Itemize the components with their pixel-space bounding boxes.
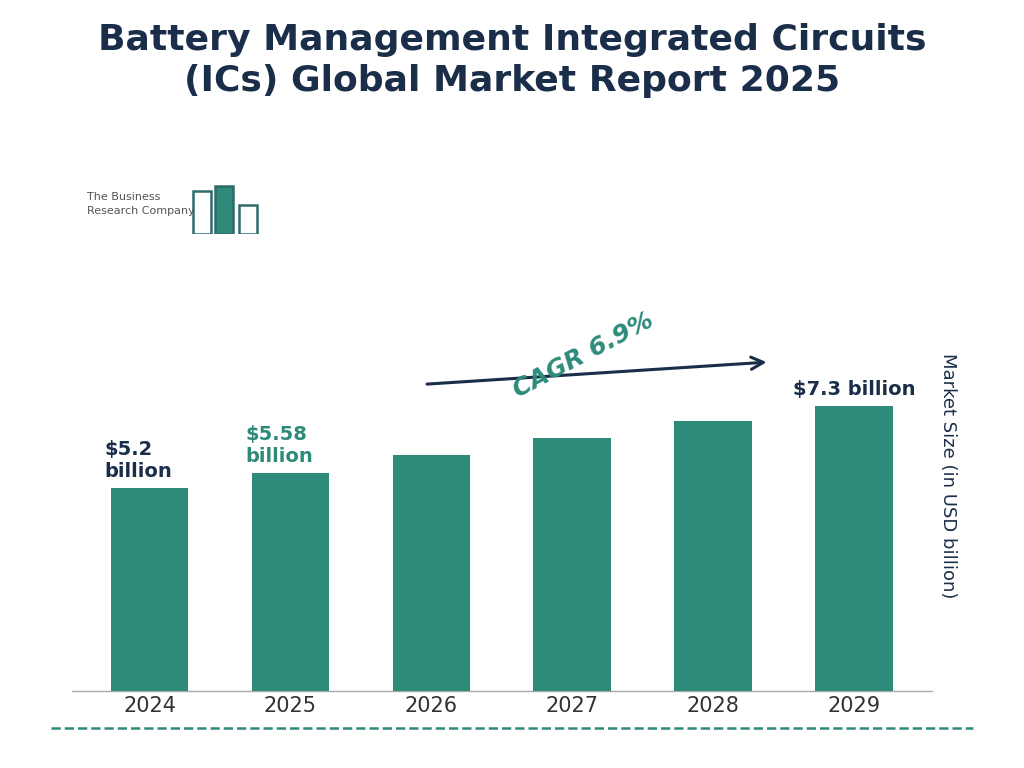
Bar (252, 473, 329, 691)
Bar (111, 488, 188, 691)
Bar (215, 186, 233, 234)
Bar (240, 205, 257, 234)
Text: $7.3 billion: $7.3 billion (793, 379, 915, 399)
Bar (815, 406, 893, 691)
Bar (675, 421, 752, 691)
Bar (534, 439, 611, 691)
Text: CAGR 6.9%: CAGR 6.9% (509, 308, 657, 402)
Text: $5.58
billion: $5.58 billion (246, 425, 313, 466)
Y-axis label: Market Size (in USD billion): Market Size (in USD billion) (939, 353, 956, 599)
Bar (194, 191, 211, 234)
Text: Battery Management Integrated Circuits
(ICs) Global Market Report 2025: Battery Management Integrated Circuits (… (97, 23, 927, 98)
Bar (392, 455, 470, 691)
Text: The Business
Research Company: The Business Research Company (87, 191, 195, 216)
Text: $5.2
billion: $5.2 billion (104, 440, 172, 481)
